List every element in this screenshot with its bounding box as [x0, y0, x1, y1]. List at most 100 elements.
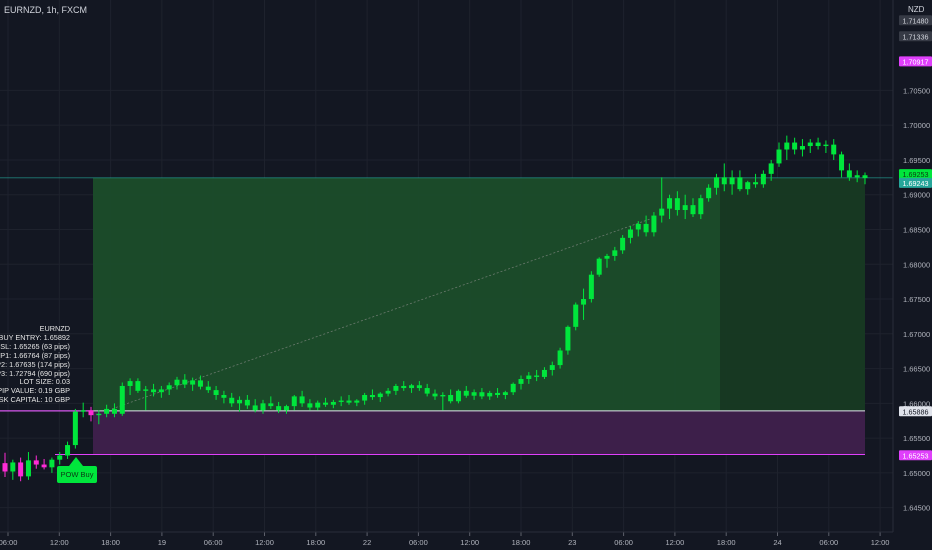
- candle-body: [369, 395, 375, 398]
- candle-body: [612, 250, 618, 256]
- candle-body: [792, 142, 798, 150]
- price-label-text: 1.69253: [903, 170, 929, 179]
- x-tick-label: 06:00: [0, 538, 17, 547]
- y-tick-label: 1.68500: [903, 225, 930, 234]
- candle-body: [174, 379, 180, 386]
- candle-body: [831, 144, 837, 155]
- info-symbol: EURNZD: [39, 324, 70, 333]
- candle-body: [276, 406, 282, 411]
- candle-body: [362, 395, 368, 401]
- x-tick-label: 12:00: [460, 538, 479, 547]
- candle-body: [221, 395, 227, 398]
- candle-body: [706, 187, 712, 199]
- candle-body: [440, 395, 446, 397]
- x-tick-label: 23: [568, 538, 576, 547]
- candle-body: [776, 149, 782, 164]
- candle-body: [846, 170, 852, 178]
- candle-body: [581, 299, 587, 305]
- price-label-bg: [899, 56, 932, 67]
- candle-body: [2, 463, 8, 472]
- candle-body: [495, 392, 501, 396]
- candle-body: [448, 395, 454, 402]
- candle-body: [690, 205, 696, 215]
- candle-body: [698, 198, 704, 215]
- y-tick-label: 1.65000: [903, 469, 930, 478]
- candle-body: [409, 385, 415, 389]
- price-label-text: 1.65886: [903, 407, 929, 416]
- candle-body: [620, 237, 626, 251]
- info-risk-capital: RISK CAPITAL: 10 GBP: [0, 395, 70, 405]
- price-label-bg: [899, 169, 932, 180]
- candle-body: [526, 375, 532, 380]
- candle-body: [487, 392, 493, 397]
- candle-body: [862, 175, 868, 179]
- info-lot-size: LOT SIZE: 0.03: [19, 377, 70, 387]
- candle-body: [143, 389, 149, 391]
- price-label-text: 1.65253: [903, 451, 929, 460]
- candle-body: [667, 198, 673, 209]
- candle-body: [346, 400, 352, 403]
- candle-body: [432, 393, 438, 397]
- candle-body: [41, 464, 47, 468]
- y-tick-label: 1.66000: [903, 399, 930, 408]
- info-tp1: TP1: 1.66764 (87 pips): [0, 350, 70, 360]
- candle-body: [416, 385, 422, 389]
- candle-body: [127, 381, 133, 386]
- info-stop-loss: SL: 1.65265 (63 pips): [0, 341, 70, 351]
- candle-body: [213, 390, 219, 396]
- candle-body: [557, 350, 563, 366]
- trade-info-box: EURNZD BUY ENTRY: 1.65892 SL: 1.65265 (6…: [0, 324, 70, 405]
- candle-body: [760, 173, 766, 185]
- candles: [2, 135, 868, 482]
- buy-signal-label[interactable]: POW Buy: [57, 466, 97, 483]
- candle-body: [471, 392, 477, 396]
- info-tp2: TP2: 1.67635 (174 pips): [0, 359, 70, 369]
- candle-body: [49, 459, 55, 468]
- x-tick-label: 06:00: [819, 538, 838, 547]
- candle-body: [815, 142, 821, 147]
- candle-body: [65, 445, 71, 456]
- candle-body: [197, 380, 203, 387]
- candle-body: [455, 390, 461, 402]
- candle-body: [96, 413, 102, 416]
- candle-body: [299, 396, 305, 404]
- trade-zones: [0, 177, 893, 455]
- info-buy-entry: BUY ENTRY: 1.65892: [0, 332, 70, 342]
- info-tp3: TP3: 1.72794 (690 pips): [0, 368, 70, 378]
- candle-body: [573, 304, 579, 327]
- candle-body: [479, 392, 485, 397]
- x-tick-label: 18:00: [512, 538, 531, 547]
- candle-body: [502, 392, 508, 396]
- x-tick-label: 12:00: [255, 538, 274, 547]
- candle-body: [807, 142, 813, 147]
- candle-body: [323, 402, 329, 405]
- info-pip-value: PIP VALUE: 0.19 GBP: [0, 386, 70, 396]
- candle-body: [823, 144, 829, 147]
- y-tick-label: 1.70000: [903, 121, 930, 130]
- x-tick-label: 24: [773, 538, 781, 547]
- candle-body: [651, 215, 657, 233]
- candle-body: [237, 399, 243, 404]
- x-tick-label: 18:00: [101, 538, 120, 547]
- candle-body: [10, 462, 16, 472]
- candle-body: [510, 383, 516, 393]
- candle-body: [119, 385, 125, 414]
- candle-body: [643, 223, 649, 233]
- y-tick-label: 1.67500: [903, 295, 930, 304]
- candle-body: [463, 390, 469, 396]
- candle-body: [393, 385, 399, 391]
- candle-body: [182, 379, 188, 385]
- candle-body: [541, 369, 547, 377]
- candle-body: [565, 326, 571, 351]
- x-tick-label: 12:00: [666, 538, 685, 547]
- y-tick-label: 1.69000: [903, 191, 930, 200]
- y-tick-label: 1.64500: [903, 504, 930, 513]
- candle-body: [768, 163, 774, 174]
- candle-body: [166, 385, 172, 390]
- candle-body: [588, 274, 594, 300]
- x-tick-label: 06:00: [409, 538, 428, 547]
- x-tick-label: 12:00: [871, 538, 890, 547]
- candle-body: [268, 403, 274, 407]
